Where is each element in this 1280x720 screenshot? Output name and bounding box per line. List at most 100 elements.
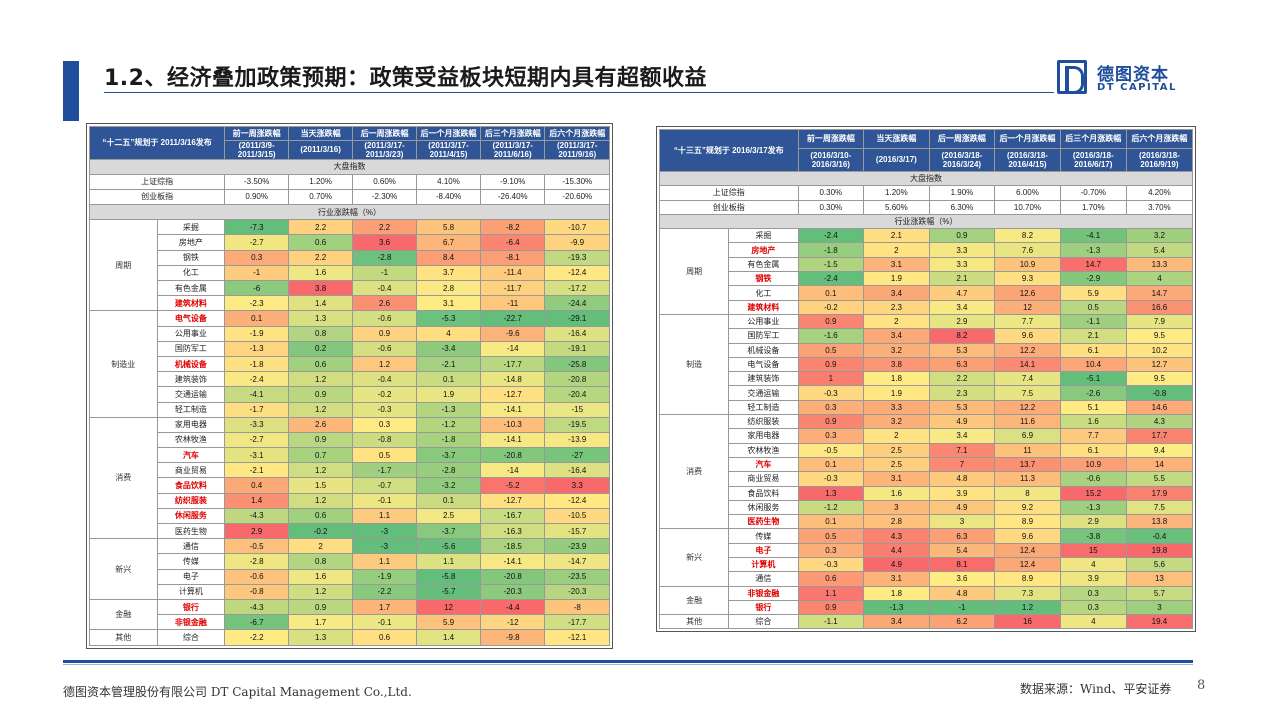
- industry-value: -3.2: [416, 477, 481, 494]
- industry-value: 14.7: [1059, 256, 1127, 273]
- industry-value: 4.8: [928, 585, 996, 601]
- column-header: 后六个月涨跌幅: [544, 126, 610, 141]
- index-value: 0.60%: [352, 173, 418, 190]
- industry-name: 农林牧渔: [728, 442, 799, 458]
- table-row: 房地产 -2.7 0.6 3.6 6.7 -6.4 -9.9: [90, 234, 610, 251]
- industry-value: 2.9: [224, 522, 290, 540]
- industry-value: -9.8: [479, 629, 546, 646]
- industry-value: -12.7: [479, 492, 546, 509]
- industry-value: -3.8: [1059, 528, 1127, 544]
- industry-value: -1.3: [863, 599, 930, 616]
- industry-value: -19.5: [544, 416, 610, 433]
- industry-value: 1.4: [288, 295, 354, 312]
- industry-value: -5.1: [1059, 371, 1127, 387]
- column-header: 后一个月涨跌幅: [416, 126, 481, 141]
- industry-value: 1.9: [863, 385, 930, 401]
- table-corner-header: “十二五”规划于 2011/3/16发布: [88, 126, 226, 160]
- industry-value: 4.9: [863, 556, 930, 573]
- industry-value: 5.8: [416, 219, 481, 236]
- index-value: 1.20%: [863, 185, 930, 201]
- table-row: 医药生物 2.9 -0.2 -3 -3.7 -16.3 -15.7: [90, 522, 610, 540]
- industry-value: 3.1: [863, 571, 930, 587]
- column-date-range: (2011/3/9-2011/3/15): [224, 139, 290, 160]
- industry-value: -20.3: [544, 583, 610, 600]
- industry-value: -1.1: [797, 614, 865, 630]
- industry-name: 建筑材料: [728, 299, 799, 315]
- industry-name: 计算机: [728, 556, 799, 573]
- industry-value: -0.2: [797, 299, 865, 315]
- index-name: 创业板指: [88, 188, 226, 206]
- table-2011-container: “十二五”规划于 2011/3/16发布 前一周涨跌幅 当天涨跌幅 后一周涨跌幅 后一个…: [86, 123, 613, 649]
- industry-value: 0.3: [352, 416, 418, 433]
- industry-value: -14.1: [479, 401, 546, 418]
- industry-value: 3.2: [863, 342, 930, 358]
- industry-name: 化工: [156, 264, 226, 282]
- industry-name: 医药生物: [156, 522, 226, 540]
- table-2016-container: “十三五”规划于 2016/3/17发布 前一周涨跌幅 当天涨跌幅 后一周涨跌幅 后一个…: [656, 126, 1196, 633]
- industry-value: -4.4: [479, 598, 546, 616]
- industry-value: -1.7: [352, 462, 418, 479]
- industry-value: -0.5: [224, 538, 290, 555]
- industry-value: 3.3: [863, 399, 930, 416]
- industry-value: -9.6: [479, 325, 546, 342]
- industry-name: 纺织服装: [156, 492, 226, 509]
- industry-value: 13.8: [1125, 514, 1194, 530]
- section-header-industry: 行业涨跌幅（%）: [659, 213, 1193, 230]
- industry-value: 9.3: [994, 271, 1061, 287]
- column-header: 前一周涨跌幅: [797, 129, 865, 149]
- industry-value: 17.9: [1125, 485, 1194, 501]
- industry-value: 1.9: [863, 271, 930, 287]
- industry-value: 2: [288, 538, 354, 555]
- industry-value: 1.4: [224, 492, 290, 509]
- industry-value: 1.2: [994, 599, 1061, 616]
- group-label: 金融: [89, 598, 158, 631]
- index-value: 1.90%: [928, 185, 996, 201]
- industry-value: 3.8: [863, 356, 930, 373]
- index-value: 5.60%: [863, 199, 930, 215]
- table-row: 休闲服务 -1.2 3 4.9 9.2 -1.3 7.5: [660, 499, 1194, 516]
- industry-value: -2.1: [224, 462, 290, 479]
- industry-value: 6.2: [928, 614, 996, 630]
- index-value: -2.30%: [352, 188, 418, 206]
- industry-name: 通信: [156, 538, 226, 555]
- industry-value: 11.6: [994, 414, 1061, 430]
- industry-value: 4: [416, 325, 481, 342]
- industry-value: -23.9: [544, 538, 610, 555]
- industry-value: -12.4: [544, 492, 610, 509]
- industry-value: 7.4: [994, 371, 1061, 387]
- industry-value: -0.6: [352, 310, 418, 327]
- industry-name: 轻工制造: [728, 399, 799, 416]
- table-row: 上证综指 0.30% 1.20% 1.90% 6.00% -0.70% 4.20%: [659, 185, 1194, 201]
- industry-value: -7.3: [224, 219, 290, 236]
- industry-value: 4.3: [1125, 414, 1194, 430]
- industry-value: -11.7: [479, 279, 546, 297]
- table-row: 电子 0.3 4.4 5.4 12.4 15 19.8: [660, 542, 1194, 559]
- column-date-range: (2016/3/17): [863, 147, 930, 172]
- industry-value: -0.8: [352, 431, 418, 449]
- table-row: 机械设备 -1.8 0.6 1.2 -2.1 -17.7 -25.8: [90, 355, 610, 373]
- industry-value: 1.9: [416, 386, 481, 403]
- industry-name: 建筑装饰: [728, 371, 799, 387]
- industry-value: 0.7: [288, 447, 354, 464]
- industry-value: -20.8: [479, 447, 546, 464]
- table-row: 医药生物 0.1 2.8 3 8.9 2.9 13.8: [660, 514, 1194, 530]
- industry-value: -24.4: [544, 295, 610, 312]
- industry-value: 5.9: [416, 614, 481, 631]
- industry-value: -1.7: [224, 401, 290, 418]
- industry-value: -1: [224, 264, 290, 282]
- industry-value: 5.6: [1125, 556, 1194, 573]
- industry-name: 计算机: [156, 583, 226, 600]
- industry-value: -19.1: [544, 340, 610, 357]
- table-row: 商业贸易 -0.3 3.1 4.8 11.3 -0.6 5.5: [660, 471, 1194, 487]
- industry-value: 13.3: [1125, 256, 1194, 273]
- industry-value: 14.1: [994, 356, 1061, 373]
- table-row: 建筑材料 -2.3 1.4 2.6 3.1 -11 -24.4: [90, 295, 610, 312]
- industry-value: 10.2: [1125, 342, 1194, 358]
- logo-cn-text: 德图资本: [1097, 65, 1169, 85]
- industry-value: -14.1: [479, 553, 546, 570]
- industry-value: 4: [1059, 614, 1127, 630]
- industry-value: 6.3: [928, 356, 996, 373]
- index-value: -8.40%: [416, 188, 481, 206]
- industry-value: 0.1: [416, 492, 481, 509]
- index-name: 上证综指: [659, 185, 799, 201]
